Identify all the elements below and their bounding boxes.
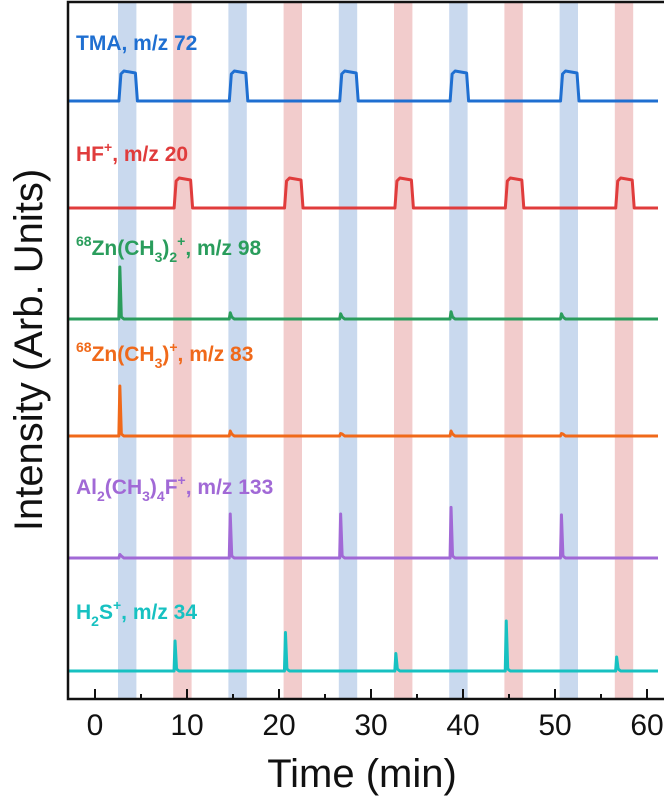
x-ticks: 0 10 20 30 40 50 60 xyxy=(87,689,664,742)
tma-pulse-band-2 xyxy=(228,3,247,698)
x-axis-title: Time (min) xyxy=(267,752,457,796)
hf-pulse-band-5 xyxy=(614,3,634,698)
hf-pulse-band-2 xyxy=(283,3,302,698)
trace-2 xyxy=(68,176,658,210)
x-tick-label-30: 30 xyxy=(354,709,387,742)
trace-3 xyxy=(68,265,658,321)
label-al2: Al2(CH3)4F+, m/z 133 xyxy=(76,472,273,504)
hf-pulse-band-3 xyxy=(394,3,413,698)
y-axis-title: Intensity (Arb. Units) xyxy=(7,169,51,531)
label-zn-ch3-2: 68Zn(CH3)2+, m/z 98 xyxy=(76,233,262,265)
x-tick-label-20: 20 xyxy=(262,709,295,742)
trace-4 xyxy=(68,384,658,438)
x-tick-label-40: 40 xyxy=(446,709,479,742)
shaded-bands xyxy=(118,3,634,698)
label-h2s: H2S+, m/z 34 xyxy=(76,597,197,629)
x-tick-label-0: 0 xyxy=(87,709,104,742)
tma-pulse-band-4 xyxy=(449,3,468,698)
trace-5 xyxy=(68,505,658,560)
label-hf: HF+, m/z 20 xyxy=(76,139,188,166)
trace-1 xyxy=(68,69,658,103)
plot-frame xyxy=(66,0,664,701)
tma-pulse-band-3 xyxy=(338,3,358,698)
hf-pulse-band-1 xyxy=(173,3,192,698)
x-tick-label-50: 50 xyxy=(538,709,571,742)
tma-pulse-band-1 xyxy=(118,3,137,698)
traces xyxy=(68,69,658,673)
tma-pulse-band-5 xyxy=(559,3,578,698)
x-tick-label-10: 10 xyxy=(170,709,203,742)
hf-pulse-band-4 xyxy=(504,3,523,698)
trace-6 xyxy=(68,619,658,673)
label-tma: TMA, m/z 72 xyxy=(76,32,197,55)
label-zn-ch3: 68Zn(CH3)+, m/z 83 xyxy=(76,339,253,371)
x-tick-label-60: 60 xyxy=(630,709,663,742)
